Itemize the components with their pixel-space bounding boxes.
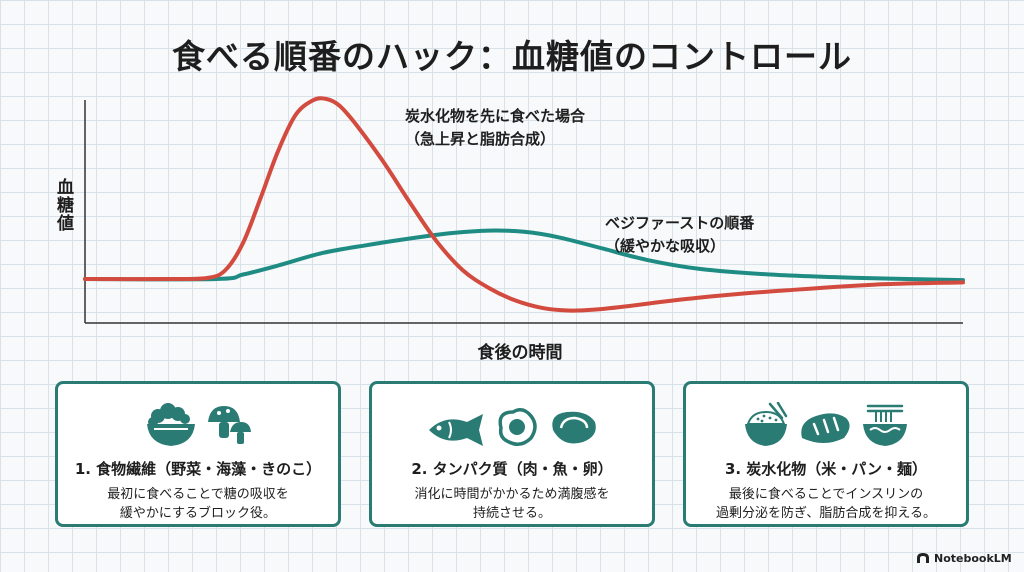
y-axis-label: 血糖値 bbox=[53, 178, 73, 232]
card-title: 3. 炭水化物（米・パン・麺） bbox=[724, 460, 928, 478]
card-protein: 2. タンパク質（肉・魚・卵） 消化に時間がかかるため満腹感を 持続させる。 bbox=[369, 381, 655, 527]
card-description: 最後に食べることでインスリンの 過剰分泌を防ぎ、脂肪合成を抑える。 bbox=[696, 485, 956, 523]
card-description-line: 持続させる。 bbox=[472, 506, 551, 521]
mushroom-icon bbox=[208, 406, 251, 444]
bread-icon bbox=[801, 413, 850, 443]
card-fiber: 1. 食物繊維（野菜・海藻・きのこ） 最初に食べることで糖の吸収を 緩やかにする… bbox=[55, 381, 341, 527]
card-description: 最初に食べることで糖の吸収を 緩やかにするブロック役。 bbox=[68, 485, 328, 523]
fish-icon bbox=[429, 414, 483, 446]
annotation-line: （緩やかな吸収） bbox=[605, 237, 726, 255]
annotation-line: 炭水化物を先に食べた場合 bbox=[405, 107, 586, 125]
brand-watermark: NotebookLM bbox=[916, 550, 1012, 566]
annotation-line: ベジファーストの順番 bbox=[605, 214, 755, 232]
page-title: 食べる順番のハック：血糖値のコントロール bbox=[172, 37, 852, 76]
card-title: 2. タンパク質（肉・魚・卵） bbox=[411, 460, 613, 478]
card-icons bbox=[58, 398, 338, 448]
card-description: 消化に時間がかかるため満腹感を 持続させる。 bbox=[382, 485, 642, 523]
card-carbs: 3. 炭水化物（米・パン・麺） 最後に食べることでインスリンの 過剰分泌を防ぎ、… bbox=[683, 381, 969, 527]
card-icons bbox=[372, 398, 652, 448]
salad-bowl-icon bbox=[147, 403, 195, 446]
card-title: 1. 食物繊維（野菜・海藻・きのこ） bbox=[74, 460, 322, 478]
x-axis-label: 食後の時間 bbox=[477, 343, 563, 363]
notebooklm-logo-icon bbox=[917, 553, 929, 563]
annotation-veg-first: ベジファーストの順番 （緩やかな吸収） bbox=[605, 212, 754, 258]
steak-icon bbox=[552, 411, 596, 444]
card-description-line: 最後に食べることでインスリンの bbox=[728, 487, 924, 502]
brand-name: NotebookLM bbox=[934, 551, 1012, 565]
card-description-line: 緩やかにするブロック役。 bbox=[119, 506, 277, 521]
noodle-bowl-icon bbox=[863, 404, 907, 446]
egg-icon bbox=[498, 408, 537, 446]
annotation-line: （急上昇と脂肪合成） bbox=[405, 130, 556, 148]
card-description-line: 最初に食べることで糖の吸収を bbox=[107, 487, 289, 502]
card-icons bbox=[686, 398, 966, 448]
rice-bowl-icon bbox=[745, 402, 788, 446]
series-line-teal-vegfirst bbox=[83, 228, 965, 283]
card-description-line: 消化に時間がかかるため満腹感を bbox=[414, 487, 610, 502]
series-line-red-carbs-first bbox=[83, 96, 965, 313]
annotation-carbs-first: 炭水化物を先に食べた場合 （急上昇と脂肪合成） bbox=[405, 105, 585, 151]
card-description-line: 過剰分泌を防ぎ、脂肪合成を抑える。 bbox=[716, 506, 936, 521]
